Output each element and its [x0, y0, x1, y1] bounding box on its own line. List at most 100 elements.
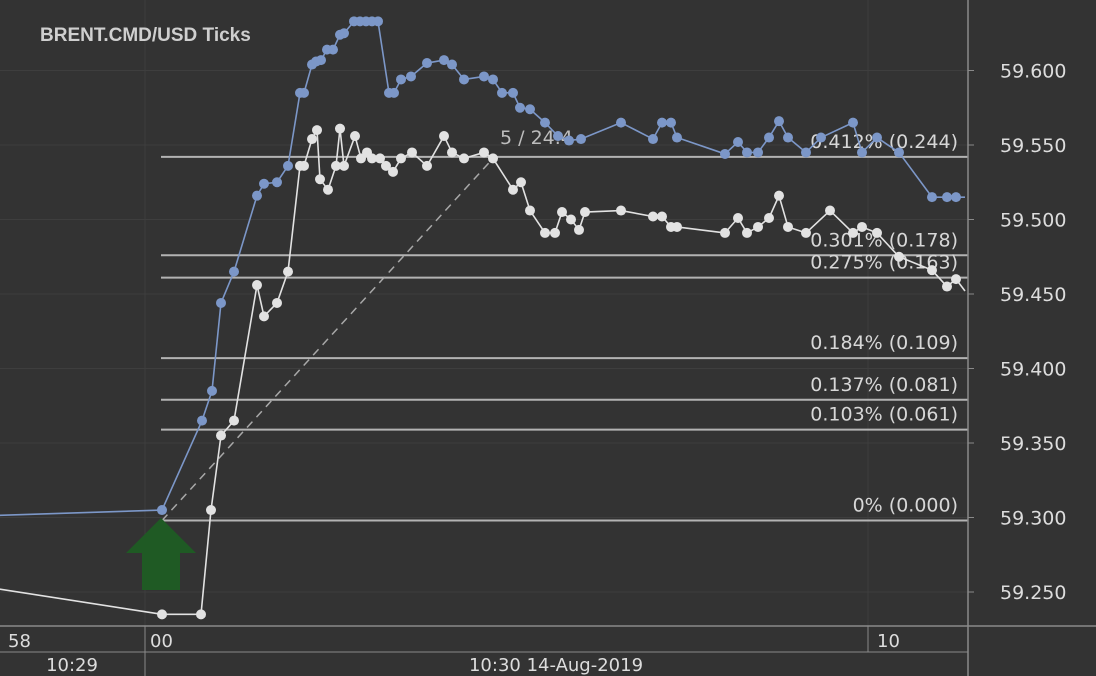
ask-point	[316, 55, 326, 66]
bid-point	[459, 153, 469, 164]
bid-point	[894, 251, 904, 262]
y-tick-label: 59.300	[1000, 508, 1066, 530]
trend-line-dashed	[161, 157, 494, 521]
bid-point	[574, 224, 584, 235]
arrow-shape	[126, 518, 196, 590]
bid-point	[951, 274, 961, 285]
bid-point	[422, 160, 432, 171]
bid-point	[381, 160, 391, 171]
level-label: 0.137% (0.081)	[810, 374, 958, 396]
ask-point	[459, 74, 469, 85]
ask-point	[197, 415, 207, 426]
bid-point	[272, 297, 282, 308]
ask-point	[616, 117, 626, 128]
bid-point	[540, 227, 550, 238]
ask-point	[515, 102, 525, 113]
ask-point	[299, 87, 309, 98]
y-tick-label: 59.250	[1000, 582, 1066, 604]
level-label: 0.184% (0.109)	[810, 332, 958, 354]
y-tick-label: 59.400	[1000, 359, 1066, 381]
x-tick-label-minor: 10	[877, 631, 900, 652]
bid-point	[216, 430, 226, 441]
bid-point	[439, 131, 449, 142]
ask-point	[259, 178, 269, 189]
bid-point	[764, 213, 774, 224]
ask-point	[648, 134, 658, 145]
ask-point	[396, 74, 406, 85]
x-tick-label-major: 10:29	[46, 655, 98, 676]
bid-point	[872, 227, 882, 238]
ask-point	[816, 132, 826, 143]
bid-point	[657, 211, 667, 222]
grid	[0, 0, 968, 626]
ask-point	[666, 117, 676, 128]
bid-point	[648, 211, 658, 222]
ask-point	[848, 117, 858, 128]
bid-point	[396, 153, 406, 164]
bid-point	[312, 125, 322, 136]
bid-point	[367, 153, 377, 164]
ask-point	[252, 190, 262, 201]
bid-point	[566, 214, 576, 225]
ask-point	[328, 44, 338, 55]
level-label: 0.103% (0.061)	[810, 404, 958, 426]
ask-point	[742, 147, 752, 158]
bid-point	[335, 123, 345, 134]
bid-point	[508, 184, 518, 195]
bid-point	[580, 207, 590, 218]
y-tick-label: 59.600	[1000, 61, 1066, 83]
bid-point	[927, 265, 937, 276]
bid-point	[388, 166, 398, 177]
bid-point	[339, 160, 349, 171]
ask-point	[508, 87, 518, 98]
buy-arrow-icon	[126, 518, 196, 590]
bid-point	[447, 147, 457, 158]
ask-point	[157, 505, 167, 516]
bid-point	[733, 213, 743, 224]
bid-point	[252, 280, 262, 291]
bid-point	[323, 184, 333, 195]
ask-point	[525, 104, 535, 115]
ask-point	[872, 132, 882, 143]
x-tick-label-minor: 00	[150, 631, 173, 652]
chart-title: BRENT.CMD/USD Ticks	[40, 25, 251, 46]
bid-point	[206, 505, 216, 516]
bid-point	[857, 221, 867, 232]
ask-point	[733, 137, 743, 148]
ask-point	[272, 177, 282, 188]
bid-point	[720, 227, 730, 238]
ask-point	[774, 116, 784, 127]
bid-point	[942, 281, 952, 292]
ask-point	[439, 55, 449, 66]
ask-point	[447, 59, 457, 70]
ask-point	[894, 147, 904, 158]
ask-point	[553, 131, 563, 142]
y-axis-panel	[968, 0, 1096, 676]
ask-point	[783, 132, 793, 143]
ask-point	[216, 297, 226, 308]
ask-point	[406, 71, 416, 82]
bid-point	[753, 221, 763, 232]
ask-point	[488, 74, 498, 85]
ask-point	[764, 132, 774, 143]
bid-point	[774, 190, 784, 201]
bid-point	[525, 205, 535, 216]
y-tick-label: 59.450	[1000, 284, 1066, 306]
bid-point	[331, 160, 341, 171]
level-label: 0% (0.000)	[853, 494, 958, 516]
ask-point	[576, 134, 586, 145]
ask-point	[927, 192, 937, 203]
ask-point	[951, 192, 961, 203]
bid-point	[283, 266, 293, 277]
bid-point	[516, 177, 526, 188]
ask-point	[283, 160, 293, 171]
bid-point	[350, 131, 360, 142]
bid-point	[672, 221, 682, 232]
bid-point	[557, 207, 567, 218]
ask-point	[497, 87, 507, 98]
bid-point	[307, 134, 317, 145]
y-tick-label: 59.550	[1000, 135, 1066, 157]
